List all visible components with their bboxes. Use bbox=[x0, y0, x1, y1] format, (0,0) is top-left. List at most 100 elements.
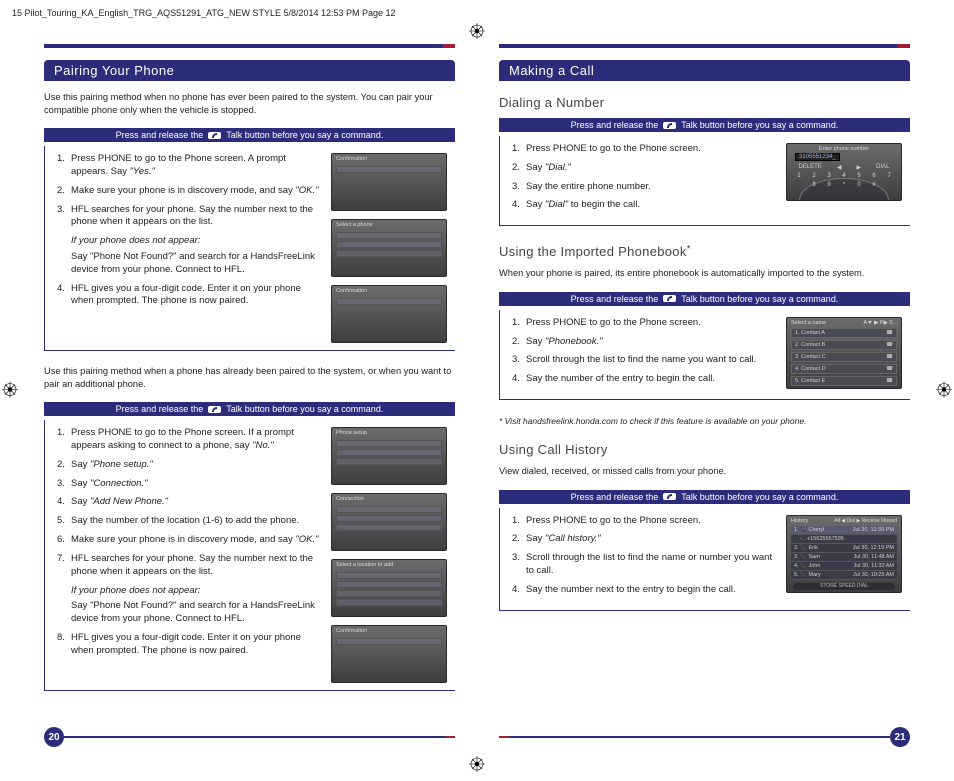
screenshot: Select a location to add bbox=[331, 559, 447, 617]
rule-top bbox=[44, 44, 455, 48]
screenshot-dialpad: Enter phone number 3105551234_ DELETE◀▶D… bbox=[786, 143, 902, 201]
list-item: 4. 📞 JohnJul 30, 11:33 AM bbox=[791, 562, 897, 571]
steps-list-phonebook: Press PHONE to go to the Phone screen.Sa… bbox=[512, 317, 776, 392]
shot-title: Confirmation bbox=[336, 628, 442, 634]
step-item: HFL gives you a four-digit code. Enter i… bbox=[57, 283, 321, 309]
step-item: Make sure your phone is in discovery mod… bbox=[57, 534, 321, 547]
steps-list-history: Press PHONE to go to the Phone screen. Sa… bbox=[512, 515, 776, 603]
steps-list-1: Press PHONE to go to the Phone screen. A… bbox=[57, 153, 321, 343]
subhead-dial: Dialing a Number bbox=[499, 95, 910, 110]
step-note: If your phone does not appear: bbox=[71, 235, 321, 248]
shot-title: Select a location to add bbox=[336, 562, 442, 568]
step-item: Press PHONE to go to the Phone screen. I… bbox=[57, 427, 321, 453]
list-item: 📞 +15625557595 bbox=[791, 535, 897, 544]
step-item: Scroll through the list to find the name… bbox=[512, 552, 776, 578]
step-item: Say "Call history." bbox=[512, 533, 776, 546]
shot-title: Phone setup bbox=[336, 430, 442, 436]
subhead-history: Using Call History bbox=[499, 442, 910, 457]
step-item: Press PHONE to go to the Phone screen. A… bbox=[57, 153, 321, 179]
screenshot: Confirmation bbox=[331, 153, 447, 211]
step-item: Press PHONE to go to the Phone screen. bbox=[512, 143, 776, 156]
page-right: Making a Call Dialing a Number Press and… bbox=[499, 44, 910, 747]
shot-footer: STORE SPEED DIAL bbox=[793, 583, 895, 590]
talk-bar: Press and release the Talk button before… bbox=[499, 490, 910, 504]
talkbar-pre: Press and release the bbox=[571, 120, 659, 130]
list-item: 1. 📞 CherylJul 30, 12:39 PM bbox=[791, 526, 897, 535]
intro-history: View dialed, received, or missed calls f… bbox=[499, 465, 910, 478]
page-number: 21 bbox=[890, 727, 910, 747]
steps-panel-phonebook: Press PHONE to go to the Phone screen.Sa… bbox=[499, 310, 910, 400]
step-item: Press PHONE to go to the Phone screen. bbox=[512, 515, 776, 528]
screenshot-history: History All ◀ Dial ▶ Receive Missed 1. 📞… bbox=[786, 515, 902, 593]
talk-bar: Press and release the Talk button before… bbox=[499, 118, 910, 132]
steps-list-dial: Press PHONE to go to the Phone screen. Sa… bbox=[512, 143, 776, 218]
slugline: 15 Pilot_Touring_KA_English_TRG_AQS51291… bbox=[12, 8, 396, 18]
page-number: 20 bbox=[44, 727, 64, 747]
step-item: Say the number of the entry to begin the… bbox=[512, 373, 776, 386]
talkbar-post: Talk button before you say a command. bbox=[226, 404, 383, 414]
step-item: Say "Dial." bbox=[512, 162, 776, 175]
talkbar-pre: Press and release the bbox=[571, 294, 659, 304]
asterisk: * bbox=[687, 244, 691, 255]
step-item: Say "Phone setup." bbox=[57, 459, 321, 472]
footer-rule-left: 20 bbox=[44, 727, 455, 747]
step-item: HFL gives you a four-digit code. Enter i… bbox=[57, 632, 321, 658]
register-mark-right bbox=[936, 381, 952, 400]
talk-icon bbox=[208, 406, 221, 413]
steps-panel-history: Press PHONE to go to the Phone screen. Sa… bbox=[499, 508, 910, 611]
list-item: 4. Contact D☎ bbox=[791, 364, 897, 374]
screenshots-col-phonebook: Select a name A▼ ▶ P▶ 0... 1. Contact A☎… bbox=[786, 317, 902, 392]
list-item: 3. 📞 SamJul 30, 11:48 AM bbox=[791, 553, 897, 562]
talkbar-post: Talk button before you say a command. bbox=[681, 492, 838, 502]
shot-title: Select a name A▼ ▶ P▶ 0... bbox=[791, 320, 897, 326]
steps-list-2: Press PHONE to go to the Phone screen. I… bbox=[57, 427, 321, 683]
talk-icon bbox=[663, 295, 676, 302]
step-item: Scroll through the list to find the name… bbox=[512, 354, 776, 367]
screenshots-col-history: History All ◀ Dial ▶ Receive Missed 1. 📞… bbox=[786, 515, 902, 603]
rule-top bbox=[499, 44, 910, 48]
step-item: Say "Phonebook." bbox=[512, 336, 776, 349]
step-item: Say "Connection." bbox=[57, 478, 321, 491]
list-item: 2. Contact B☎ bbox=[791, 340, 897, 350]
intro-1: Use this pairing method when no phone ha… bbox=[44, 91, 455, 116]
step-item: Make sure your phone is in discovery mod… bbox=[57, 185, 321, 198]
talkbar-pre: Press and release the bbox=[571, 492, 659, 502]
list-item: 2. 📞 ErikJul 30, 12:19 PM bbox=[791, 544, 897, 553]
step-note: If your phone does not appear: bbox=[71, 585, 321, 598]
footer-bar bbox=[509, 736, 890, 738]
section-title-left: Pairing Your Phone bbox=[44, 60, 455, 81]
shot-title: History All ◀ Dial ▶ Receive Missed bbox=[791, 518, 897, 524]
register-mark-left bbox=[2, 381, 18, 400]
register-mark-top bbox=[469, 23, 485, 39]
subhead-phonebook: Using the Imported Phonebook* bbox=[499, 244, 910, 259]
step-sub: Say "Phone Not Found?" and search for a … bbox=[71, 600, 321, 626]
footer-rule-right: 21 bbox=[499, 727, 910, 747]
step-item: HFL searches for your phone. Say the num… bbox=[57, 204, 321, 230]
step-item: Say the entire phone number. bbox=[512, 181, 776, 194]
talk-icon bbox=[663, 122, 676, 129]
list-item: 5. 📞 MaryJul 30, 10:25 AM bbox=[791, 571, 897, 580]
steps-panel-dial: Press PHONE to go to the Phone screen. Sa… bbox=[499, 136, 910, 226]
list-item: 3. Contact C☎ bbox=[791, 352, 897, 362]
register-mark-bottom bbox=[469, 756, 485, 775]
talkbar-post: Talk button before you say a command. bbox=[681, 120, 838, 130]
step-item: Say "Add New Phone." bbox=[57, 496, 321, 509]
intro-2: Use this pairing method when a phone has… bbox=[44, 365, 455, 390]
intro-phonebook: When your phone is paired, its entire ph… bbox=[499, 267, 910, 280]
shot-title: Connection bbox=[336, 496, 442, 502]
screenshot: Phone setup bbox=[331, 427, 447, 485]
screenshots-col-dial: Enter phone number 3105551234_ DELETE◀▶D… bbox=[786, 143, 902, 218]
subhead-text: Using the Imported Phonebook bbox=[499, 244, 687, 259]
list-item: 1. Contact A☎ bbox=[791, 328, 897, 338]
talk-bar: Press and release the Talk button before… bbox=[44, 402, 455, 416]
talk-bar: Press and release the Talk button before… bbox=[44, 128, 455, 142]
shot-title: Select a phone bbox=[336, 222, 442, 228]
talk-icon bbox=[663, 493, 676, 500]
page-left: Pairing Your Phone Use this pairing meth… bbox=[44, 44, 455, 747]
screenshots-col-2: Phone setup Connection Select a location t… bbox=[331, 427, 447, 683]
talkbar-pre: Press and release the bbox=[116, 130, 204, 140]
list-item: 6. Contact AA☎ bbox=[791, 388, 897, 389]
screenshot: Confirmation bbox=[331, 625, 447, 683]
screenshots-col-1: ConfirmationSelect a phoneConfirmation bbox=[331, 153, 447, 343]
talk-icon bbox=[208, 132, 221, 139]
